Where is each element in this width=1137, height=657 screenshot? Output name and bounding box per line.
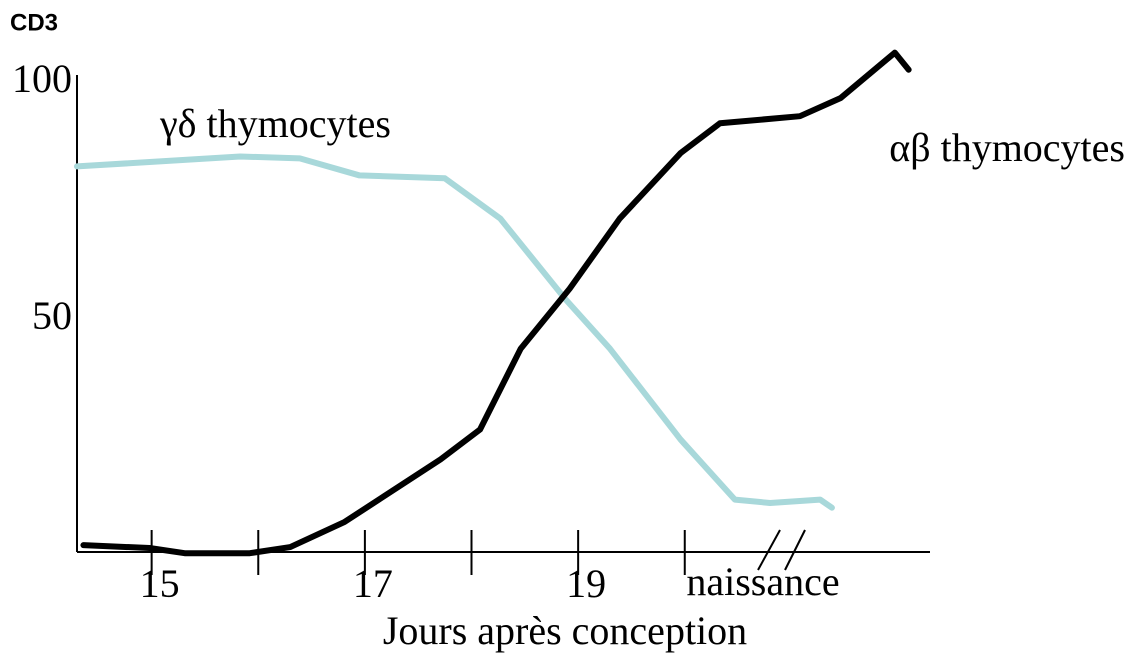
x-tick-label: 15 <box>140 561 180 606</box>
series-line <box>80 49 912 557</box>
series-label: γδ thymocytes <box>159 101 391 146</box>
y-tick-label: 100 <box>12 56 72 101</box>
annotation: naissance <box>686 559 839 604</box>
chart-title: CD3 <box>10 9 58 36</box>
y-tick-label: 50 <box>32 293 72 338</box>
axis-break <box>784 529 806 571</box>
x-tick-label: 17 <box>353 561 393 606</box>
x-tick-label: 19 <box>566 561 606 606</box>
x-axis-label: Jours après conception <box>383 608 747 653</box>
series-line <box>74 153 835 511</box>
axis-break <box>757 529 781 571</box>
series-label: αβ thymocytes <box>889 125 1125 170</box>
